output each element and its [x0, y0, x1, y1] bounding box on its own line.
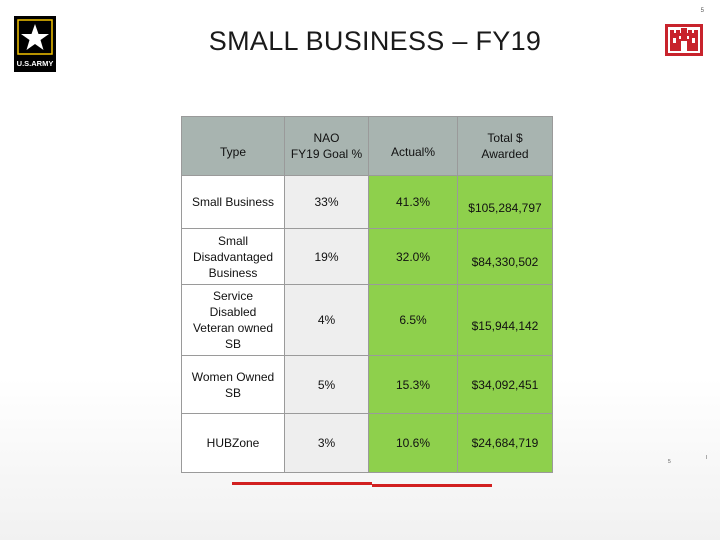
cell-total: $34,092,451: [457, 355, 553, 414]
footnote-mark: I: [706, 455, 708, 461]
cell-goal: 33%: [284, 175, 369, 229]
cell-type: Women Owned SB: [181, 355, 285, 414]
cell-type: Small Business: [181, 175, 285, 229]
cell-goal: 19%: [284, 228, 369, 285]
footnote-mark: 5: [668, 459, 671, 465]
cell-actual: 41.3%: [368, 175, 458, 229]
army-logo-text: U.S.ARMY: [17, 59, 54, 68]
cell-total: $15,944,142: [457, 284, 553, 356]
cell-type: HUBZone: [181, 413, 285, 473]
table-row: Women Owned SB 5% 15.3% $34,092,451: [181, 355, 553, 414]
table-row: Small Business 33% 41.3% $105,284,797: [181, 175, 553, 229]
cell-goal: 4%: [284, 284, 369, 356]
cell-actual: 15.3%: [368, 355, 458, 414]
cell-actual: 6.5%: [368, 284, 458, 356]
page-title: SMALL BUSINESS – FY19: [208, 26, 542, 56]
cell-type: Small Disadvantaged Business: [181, 228, 285, 285]
cell-total: $84,330,502: [457, 228, 553, 285]
header-goal: NAO FY19 Goal %: [284, 116, 369, 176]
table-row: HUBZone 3% 10.6% $24,684,719: [181, 413, 553, 473]
cell-goal: 5%: [284, 355, 369, 414]
header-type: Type: [181, 116, 285, 176]
slide-number: 5: [700, 8, 704, 14]
cell-goal: 3%: [284, 413, 369, 473]
cell-actual: 32.0%: [368, 228, 458, 285]
cell-type: Service Disabled Veteran owned SB: [181, 284, 285, 356]
usace-castle-logo: [665, 24, 703, 56]
cell-actual: 10.6%: [368, 413, 458, 473]
table-row: Small Disadvantaged Business 19% 32.0% $84…: [181, 228, 553, 285]
red-rule-left: [232, 482, 372, 485]
header-actual: Actual%: [368, 116, 458, 176]
table-row: Service Disabled Veteran owned SB 4% 6.5% $…: [181, 284, 553, 356]
red-rule-right: [372, 484, 492, 487]
header-total: Total $ Awarded: [457, 116, 553, 176]
cell-total: $105,284,797: [457, 175, 553, 229]
cell-total: $24,684,719: [457, 413, 553, 473]
us-army-logo: U.S.ARMY: [14, 16, 56, 72]
small-business-table: Type NAO FY19 Goal % Actual% Total $ Award…: [181, 116, 553, 473]
table-header-row: Type NAO FY19 Goal % Actual% Total $ Award…: [181, 116, 553, 176]
